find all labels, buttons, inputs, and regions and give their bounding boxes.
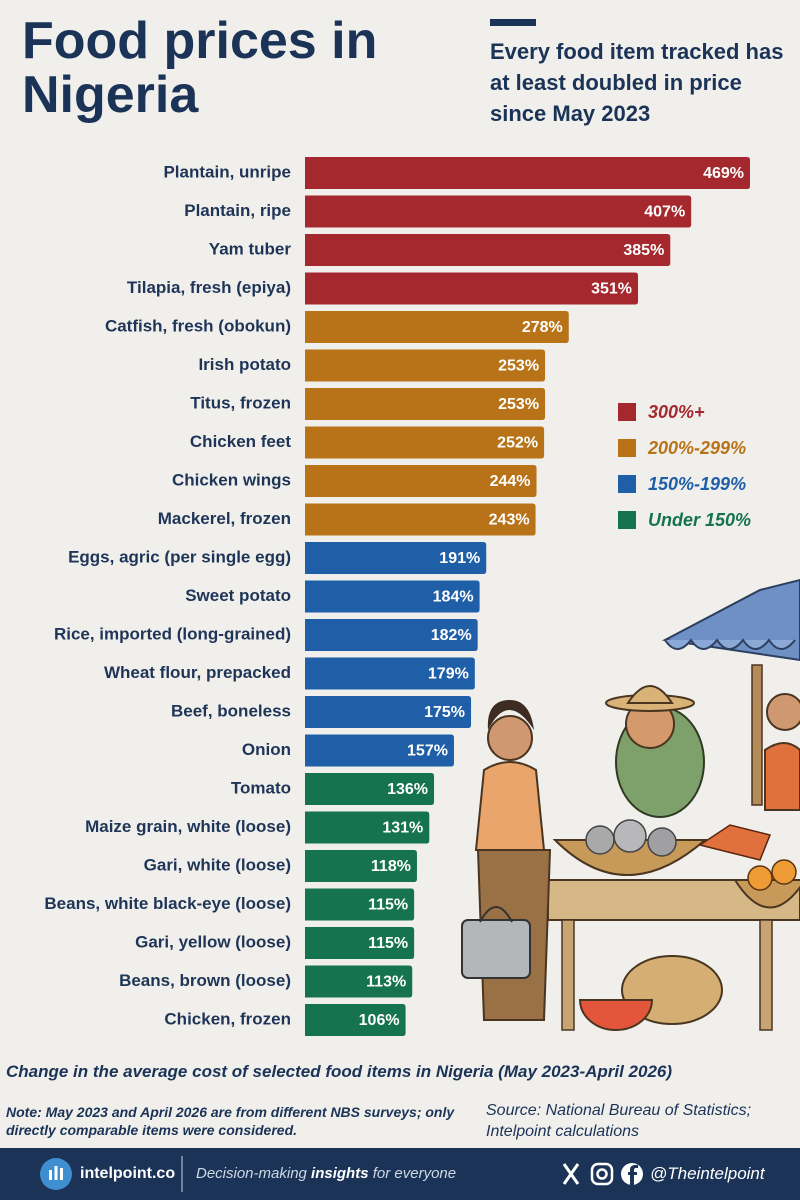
- value-label: 113%: [366, 974, 406, 991]
- category-label: Beans, white black-eye (loose): [44, 894, 291, 913]
- bar: [305, 927, 415, 959]
- category-label: Wheat flour, prepacked: [104, 663, 291, 682]
- value-label: 136%: [387, 781, 428, 798]
- category-label: Maize grain, white (loose): [85, 817, 291, 836]
- category-label: Tilapia, fresh (epiya): [127, 278, 291, 297]
- category-label: Gari, yellow (loose): [135, 932, 291, 951]
- value-label: 115%: [368, 897, 408, 914]
- value-label: 253%: [498, 358, 539, 375]
- bar: [305, 542, 487, 574]
- bar: [305, 850, 417, 882]
- value-label: 157%: [407, 743, 448, 760]
- chart-subtitle: Every food item tracked has at least dou…: [490, 39, 784, 126]
- x-icon[interactable]: [562, 1163, 580, 1185]
- facebook-icon[interactable]: [621, 1163, 643, 1185]
- bar: [305, 503, 536, 536]
- value-label: 243%: [489, 512, 530, 529]
- bar: [305, 311, 569, 343]
- value-label: 106%: [359, 1012, 400, 1029]
- tagline-text: Decision-making: [196, 1165, 312, 1182]
- category-label: Catfish, fresh (obokun): [105, 316, 291, 335]
- bar: [305, 157, 750, 189]
- bar: [305, 465, 537, 497]
- bar: [305, 580, 480, 613]
- category-label: Yam tuber: [209, 239, 292, 258]
- value-label: 182%: [431, 627, 472, 644]
- bar: [305, 696, 472, 728]
- value-label: 184%: [433, 589, 474, 606]
- legend-swatch: [618, 511, 636, 529]
- category-label: Beans, brown (loose): [119, 971, 291, 990]
- category-label: Mackerel, frozen: [158, 509, 291, 528]
- bar: [305, 965, 413, 998]
- bar: [305, 272, 639, 305]
- value-label: 244%: [490, 473, 531, 490]
- value-label: 469%: [703, 165, 744, 182]
- category-label: Onion: [242, 740, 291, 759]
- category-label: Rice, imported (long-grained): [54, 624, 291, 643]
- caption: Change in the average cost of selected f…: [6, 1062, 673, 1081]
- category-label: Plantain, unripe: [163, 162, 291, 181]
- bar: [305, 349, 546, 382]
- value-label: 131%: [382, 820, 423, 837]
- category-label: Sweet potato: [185, 586, 291, 605]
- value-label: 175%: [424, 704, 465, 721]
- legend-label: 200%-299%: [647, 438, 746, 458]
- category-label: Eggs, agric (per single egg): [68, 547, 291, 566]
- tagline-emphasis: insights: [311, 1165, 369, 1182]
- category-label: Beef, boneless: [171, 701, 291, 720]
- tagline: Decision-making insights for everyone: [196, 1165, 456, 1182]
- bar: [305, 657, 475, 690]
- category-label: Titus, frozen: [190, 393, 291, 412]
- value-label: 191%: [439, 550, 480, 567]
- social-handle[interactable]: @Theintelpoint: [650, 1164, 765, 1183]
- chart-title: Food prices in Nigeria: [22, 12, 378, 124]
- legend-label: 150%-199%: [648, 474, 746, 494]
- value-label: 407%: [644, 204, 685, 221]
- category-label: Chicken feet: [190, 432, 291, 451]
- bar: [305, 811, 430, 844]
- category-label: Tomato: [231, 778, 291, 797]
- bar: [305, 734, 454, 767]
- value-label: 179%: [428, 666, 469, 683]
- value-label: 118%: [371, 858, 411, 875]
- bar: [305, 773, 435, 805]
- illustration: [461, 578, 800, 1031]
- value-label: 278%: [522, 319, 563, 336]
- value-label: 252%: [497, 435, 538, 452]
- instagram-icon[interactable]: [590, 1162, 614, 1186]
- category-label: Chicken wings: [172, 470, 291, 489]
- bar: [305, 426, 545, 459]
- legend-swatch: [618, 475, 636, 493]
- bar: [305, 388, 546, 420]
- tagline-text: for everyone: [368, 1165, 457, 1182]
- value-label: 385%: [623, 242, 664, 259]
- category-label: Gari, white (loose): [144, 855, 291, 874]
- value-label: 253%: [498, 396, 539, 413]
- category-label: Chicken, frozen: [164, 1009, 291, 1028]
- bar: [305, 195, 692, 228]
- note: Note: May 2023 and April 2026 are from d…: [6, 1104, 455, 1138]
- brand[interactable]: intelpoint.co: [80, 1165, 176, 1182]
- bar: [305, 888, 415, 921]
- bar: [305, 234, 671, 266]
- legend-label: 300%+: [648, 402, 705, 422]
- category-label: Plantain, ripe: [184, 201, 291, 220]
- bar: [305, 619, 478, 651]
- value-label: 351%: [591, 281, 632, 298]
- legend-label: Under 150%: [648, 510, 751, 530]
- source: Source: National Bureau of Statistics; I…: [486, 1102, 752, 1140]
- footer-icons: [40, 1156, 643, 1192]
- legend-swatch: [618, 439, 636, 457]
- accent-bar: [490, 19, 536, 26]
- value-label: 115%: [368, 935, 408, 952]
- bar: [305, 1004, 406, 1036]
- footer: [0, 1148, 800, 1200]
- legend-swatch: [618, 403, 636, 421]
- category-label: Irish potato: [198, 355, 291, 374]
